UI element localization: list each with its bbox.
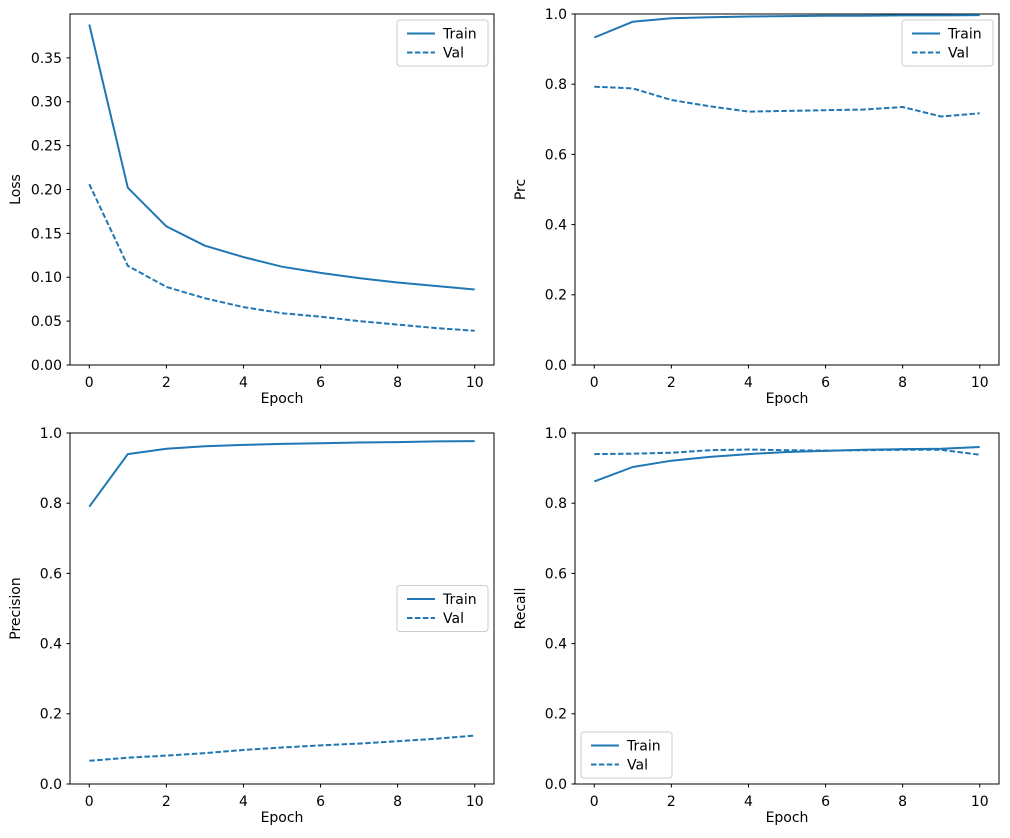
y-tick-label: 0.4 <box>40 637 62 653</box>
y-tick-label: 0.6 <box>40 566 62 582</box>
val-line <box>89 734 475 762</box>
x-tick-label: 8 <box>898 794 907 810</box>
val-line <box>88 183 475 332</box>
val-line <box>594 85 980 118</box>
legend-box <box>396 19 489 67</box>
precision-chart: 0 2 4 6 8 10 0.0 0.2 0.4 0.6 0.8 1.0 Epoch Precision T… <box>8 426 495 826</box>
y-tick-label: 1.0 <box>545 7 567 23</box>
y-tick-label: 0.20 <box>31 182 62 198</box>
x-tick-label: 6 <box>821 375 830 391</box>
train-line <box>593 14 980 39</box>
axes-frame <box>574 13 1000 366</box>
x-tick-label: 2 <box>162 794 171 810</box>
x-axis-label: Epoch <box>261 391 304 407</box>
legend-box <box>901 19 994 67</box>
legend-val-label: Val <box>948 45 969 61</box>
x-tick-label: 0 <box>590 375 599 391</box>
legend-val-label: Val <box>627 757 648 773</box>
y-tick-label: 0.0 <box>545 777 567 793</box>
x-tick-label: 4 <box>239 794 248 810</box>
y-tick-label: 0.30 <box>31 95 62 111</box>
y-tick-label: 0.6 <box>545 566 567 582</box>
y-tick-label: 0.10 <box>31 270 62 286</box>
x-tick-label: 10 <box>466 375 484 391</box>
legend-val-label: Val <box>443 45 464 61</box>
x-tick-label: 8 <box>898 375 907 391</box>
y-tick-label: 0.2 <box>40 707 62 723</box>
y-tick-label: 0.4 <box>545 218 567 234</box>
x-tick-label: 2 <box>667 375 676 391</box>
axes-frame <box>574 432 1000 785</box>
y-axis-label: Recall <box>513 588 529 630</box>
x-tick-label: 2 <box>667 794 676 810</box>
y-tick-label: 0.0 <box>545 358 567 374</box>
legend-train-label: Train <box>947 26 982 42</box>
y-tick-label: 1.0 <box>545 426 567 442</box>
x-tick-label: 10 <box>971 794 989 810</box>
y-tick-label: 0.2 <box>545 707 567 723</box>
y-tick-label: 0.35 <box>31 51 62 67</box>
train-line <box>88 440 475 508</box>
y-tick-label: 0.00 <box>31 358 62 374</box>
y-tick-label: 0.8 <box>545 77 567 93</box>
legend-box <box>580 731 673 779</box>
y-tick-label: 0.8 <box>545 496 567 512</box>
x-tick-label: 4 <box>239 375 248 391</box>
x-tick-label: 4 <box>744 794 753 810</box>
x-tick-label: 8 <box>393 375 402 391</box>
legend-train-label: Train <box>626 738 661 754</box>
prc-chart: 0 2 4 6 8 10 0.0 0.2 0.4 0.6 0.8 1.0 Epoch Prc Train Va… <box>513 7 1000 407</box>
y-tick-label: 0.4 <box>545 637 567 653</box>
x-tick-label: 4 <box>744 375 753 391</box>
y-tick-label: 0.25 <box>31 139 62 155</box>
x-axis-label: Epoch <box>766 810 809 826</box>
y-tick-label: 1.0 <box>40 426 62 442</box>
x-tick-label: 0 <box>85 375 94 391</box>
y-tick-label: 0.2 <box>545 288 567 304</box>
legend-train-label: Train <box>442 592 477 608</box>
legend-train-label: Train <box>442 26 477 42</box>
train-line <box>593 446 980 483</box>
x-tick-label: 6 <box>316 375 325 391</box>
y-axis-label: Precision <box>8 577 24 639</box>
y-tick-label: 0.0 <box>40 777 62 793</box>
y-axis-label: Loss <box>8 174 24 205</box>
x-tick-label: 0 <box>85 794 94 810</box>
y-tick-label: 0.05 <box>31 314 62 330</box>
x-tick-label: 6 <box>821 794 830 810</box>
y-tick-label: 0.8 <box>40 496 62 512</box>
x-tick-label: 8 <box>393 794 402 810</box>
train-line <box>88 24 475 291</box>
axes-frame <box>69 432 495 785</box>
legend-val-label: Val <box>443 611 464 627</box>
x-axis-label: Epoch <box>261 810 304 826</box>
x-axis-label: Epoch <box>766 391 809 407</box>
recall-chart: 0 2 4 6 8 10 0.0 0.2 0.4 0.6 0.8 1.0 Epoch Recall Trai… <box>513 426 1000 826</box>
loss-chart: 0 2 4 6 8 10 0.00 0.05 0.10 0.15 0.20 0.25 0.30 0.35 E… <box>8 13 495 407</box>
x-tick-label: 2 <box>162 375 171 391</box>
y-axis-label: Prc <box>513 179 529 200</box>
y-tick-label: 0.6 <box>545 147 567 163</box>
x-tick-label: 6 <box>316 794 325 810</box>
x-tick-label: 0 <box>590 794 599 810</box>
legend-box <box>396 585 489 632</box>
val-line <box>594 448 980 456</box>
y-tick-label: 0.15 <box>31 226 62 242</box>
x-tick-label: 10 <box>466 794 484 810</box>
x-tick-label: 10 <box>971 375 989 391</box>
